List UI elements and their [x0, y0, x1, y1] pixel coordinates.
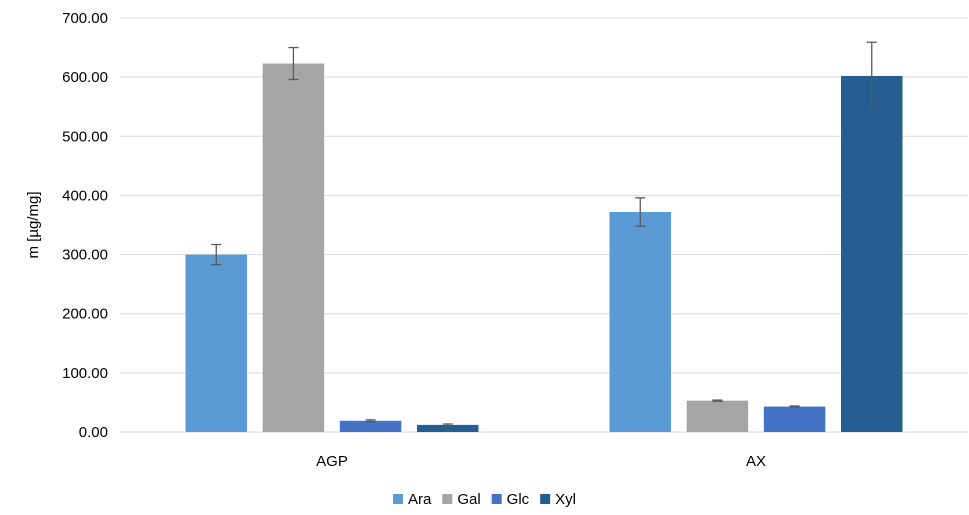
x-axis-ticks: AGP AX [316, 453, 766, 470]
legend-label: Ara [408, 491, 432, 508]
error-bar-xyl-ax [866, 41, 877, 111]
bar-glc-agp [339, 420, 402, 432]
bar-gal-ax [686, 400, 749, 432]
bar-ara-ax [609, 211, 671, 432]
bar-xyl-ax [841, 75, 903, 433]
legend-item-gal: Gal [442, 491, 481, 508]
legend-label: Glc [507, 491, 530, 508]
y-tick-label: 700.00 [62, 10, 108, 27]
bars [185, 63, 903, 433]
error-bars [211, 41, 877, 427]
y-tick-label: 300.00 [62, 247, 108, 264]
error-bar-gal-agp [288, 46, 299, 81]
error-bar-gal-ax [712, 399, 723, 402]
y-tick-label: 500.00 [62, 128, 108, 145]
bar-ara-agp [185, 254, 247, 432]
error-bar-glc-ax [789, 405, 800, 408]
error-bar-glc-agp [365, 419, 376, 423]
x-tick-label: AX [746, 453, 766, 470]
error-bar-ara-ax [635, 197, 646, 227]
legend-item-ara: Ara [392, 491, 432, 508]
legend-item-xyl: Xyl [540, 491, 576, 508]
y-axis-title: m [µg/mg] [25, 192, 42, 259]
bar-glc-ax [763, 406, 826, 432]
y-tick-label: 200.00 [62, 306, 108, 323]
legend-label: Xyl [555, 491, 576, 508]
error-bar-ara-agp [211, 243, 222, 266]
y-tick-label: 0.00 [79, 424, 108, 441]
bar-xyl-agp [417, 424, 479, 432]
legend-swatch [540, 494, 551, 504]
y-tick-label: 600.00 [62, 69, 108, 86]
legend: Ara Gal Glc Xyl [392, 491, 576, 508]
y-tick-label: 400.00 [62, 187, 108, 204]
legend-label: Gal [457, 491, 480, 508]
gridlines [120, 17, 968, 433]
legend-swatch [442, 494, 453, 504]
x-tick-label: AGP [316, 453, 348, 470]
y-tick-label: 100.00 [62, 365, 108, 382]
y-axis-ticks: 0.00 100.00 200.00 300.00 400.00 500.00 600.00… [62, 10, 108, 441]
legend-swatch [491, 494, 502, 504]
error-bar-xyl-agp [442, 423, 453, 427]
legend-item-glc: Glc [491, 491, 530, 508]
bar-gal-agp [262, 63, 325, 432]
legend-swatch [392, 494, 403, 504]
